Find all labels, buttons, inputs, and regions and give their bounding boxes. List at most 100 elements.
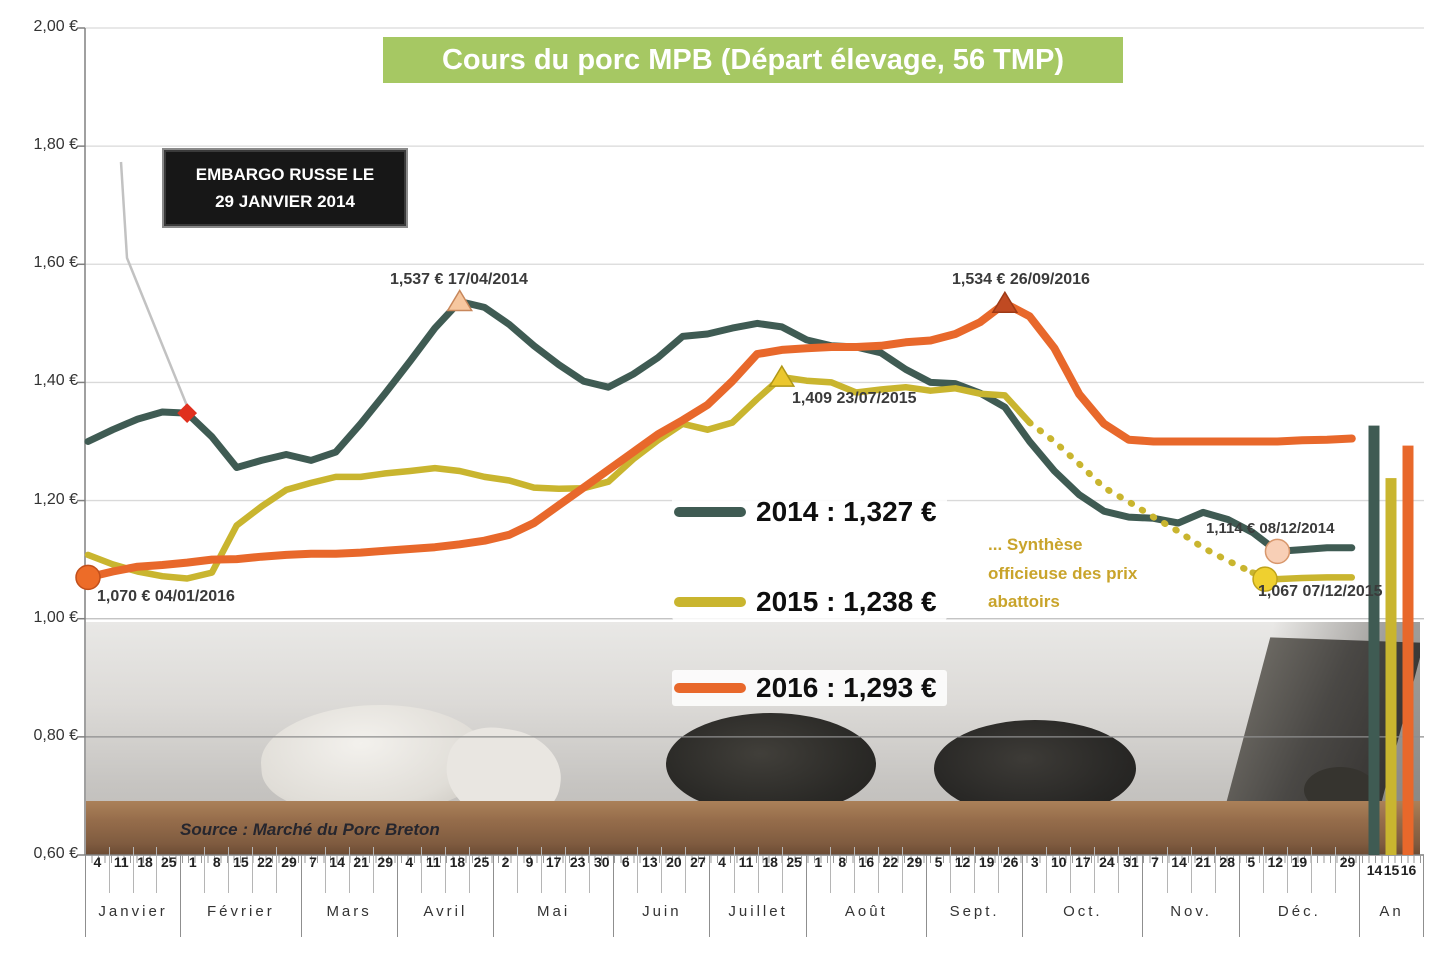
month-cell-oct: 3 10 17 24 31 Oct. (1023, 847, 1144, 937)
week-tick-label: 29 (1339, 854, 1356, 870)
week-tick-label: 11 (110, 847, 134, 893)
week-tick-label: 29 (281, 854, 297, 870)
week-tick-label: 21 (1192, 847, 1216, 893)
month-label: Sept. (949, 903, 1000, 920)
month-cell-nov: 7 14 21 28 Nov. (1143, 847, 1240, 937)
month-cell-mai: 2 9 17 23 30 Mai (494, 847, 615, 937)
month-label: Février (207, 903, 275, 920)
wooden-desk (86, 801, 1420, 855)
legend-item-2015: 2015 : 1,238 € (672, 584, 947, 620)
month-label: Oct. (1063, 903, 1103, 920)
annotation-peak-2015: 1,409 23/07/2015 (792, 390, 917, 407)
week-tick-label: 20 (662, 847, 687, 893)
synthese-note: ... Synthèse officieuse des prix abattoi… (988, 531, 1178, 617)
month-label: Déc. (1277, 903, 1321, 920)
y-axis-label: 1,60 € (33, 254, 78, 272)
week-tick-label: 31 (1123, 854, 1139, 870)
week-tick-label: 12 (951, 847, 976, 893)
x-axis-minor-ticks (85, 855, 1424, 863)
legend-swatch-2015 (674, 597, 746, 607)
week-tick-label: 8 (831, 847, 855, 893)
week-tick-label: 30 (593, 854, 610, 870)
week-tick-label: 6 (614, 847, 639, 893)
x-axis: 4 11 18 25 Janvier 1 8 15 22 29 Février 7 14 21 29 Mars… (0, 847, 1435, 945)
month-label: Janvier (98, 903, 168, 920)
synthese-line3: abattoirs (988, 592, 1060, 612)
week-tick-label: 23 (566, 847, 591, 893)
headphone-cup (934, 720, 1136, 817)
week-tick-label: 25 (161, 854, 177, 870)
month-cell-avril: 4 11 18 25 Avril (398, 847, 494, 937)
an-year-label: 15 (1383, 862, 1400, 878)
week-tick-label: 7 (1143, 847, 1168, 893)
y-axis-label: 1,00 € (33, 608, 78, 626)
week-tick-label: 10 (1047, 847, 1072, 893)
month-cell-aot: 1 8 16 22 29 Août (807, 847, 927, 937)
week-tick-label: 7 (302, 847, 326, 893)
week-tick-label: 14 (1168, 847, 1192, 893)
week-tick-label: 29 (377, 854, 393, 870)
week-tick-label: 18 (134, 847, 158, 893)
week-tick-label: 19 (1288, 847, 1312, 893)
week-tick-label: 18 (759, 847, 783, 893)
week-tick-label (1312, 847, 1336, 893)
y-axis-label: 0,80 € (33, 726, 78, 744)
week-tick-label: 12 (1264, 847, 1288, 893)
week-tick-label: 25 (473, 854, 490, 870)
legend-label-2016: 2016 : 1,293 € (756, 672, 937, 703)
month-label: Août (844, 903, 888, 920)
headphone-cup (666, 713, 876, 815)
week-tick-label: 8 (205, 847, 230, 893)
month-cell-fvrier: 1 8 15 22 29 Février (181, 847, 302, 937)
week-tick-label: 26 (1002, 854, 1019, 870)
week-tick-label: 4 (86, 847, 110, 893)
legend-label-2015: 2015 : 1,238 € (756, 586, 937, 617)
week-tick-label: 1 (181, 847, 206, 893)
week-tick-label: 27 (690, 854, 706, 870)
week-tick-label: 29 (906, 854, 923, 870)
annotation-end-2014: 1,114 € 08/12/2014 (1206, 520, 1335, 537)
month-label: Mars (326, 903, 372, 920)
month-cell-dc: 5 12 19 29 Déc. (1240, 847, 1360, 937)
week-tick-label: 22 (879, 847, 903, 893)
month-cell-juillet: 4 11 18 25 Juillet (710, 847, 807, 937)
y-axis-label: 1,20 € (33, 490, 78, 508)
week-tick-label: 21 (350, 847, 374, 893)
an-label: An (1379, 903, 1404, 920)
week-tick-label: 22 (253, 847, 278, 893)
week-tick-label: 25 (786, 854, 802, 870)
month-cell-juin: 6 13 20 27 Juin (614, 847, 711, 937)
week-tick-label: 5 (1240, 847, 1264, 893)
week-tick-label: 11 (422, 847, 446, 893)
chart-title: Cours du porc MPB (Départ élevage, 56 TM… (383, 37, 1123, 83)
legend-label-2014: 2014 : 1,327 € (756, 496, 937, 527)
month-cell-janvier: 4 11 18 25 Janvier (85, 847, 182, 937)
month-label: Juillet (728, 903, 788, 920)
legend-swatch-2016 (674, 683, 746, 693)
week-tick-label: 5 (927, 847, 952, 893)
annotation-peak-2014: 1,537 € 17/04/2014 (390, 271, 528, 288)
week-tick-label: 9 (518, 847, 543, 893)
week-tick-label: 2 (494, 847, 519, 893)
month-label: Nov. (1170, 903, 1212, 920)
y-axis-label: 0,60 € (33, 845, 78, 862)
annotation-peak-2016: 1,534 € 26/09/2016 (952, 271, 1090, 288)
week-tick-label: 1 (807, 847, 831, 893)
y-axis-label: 1,40 € (33, 372, 78, 390)
week-tick-label: 18 (446, 847, 470, 893)
month-label: Mai (537, 903, 571, 920)
an-year-label: 14 (1366, 862, 1383, 878)
month-label: Juin (642, 903, 682, 920)
embargo-line2: 29 JANVIER 2014 (215, 192, 355, 211)
week-tick-label: 15 (229, 847, 254, 893)
legend-item-2016: 2016 : 1,293 € (672, 670, 947, 706)
week-tick-label: 19 (975, 847, 1000, 893)
y-axis-label: 1,80 € (33, 136, 78, 154)
week-tick-label: 16 (855, 847, 879, 893)
week-tick-label: 28 (1219, 854, 1235, 870)
week-tick-label: 11 (735, 847, 759, 893)
synthese-line1: ... Synthèse (988, 535, 1083, 554)
synthese-line2: officieuse des prix (988, 563, 1138, 583)
month-cell-sept: 5 12 19 26 Sept. (927, 847, 1024, 937)
